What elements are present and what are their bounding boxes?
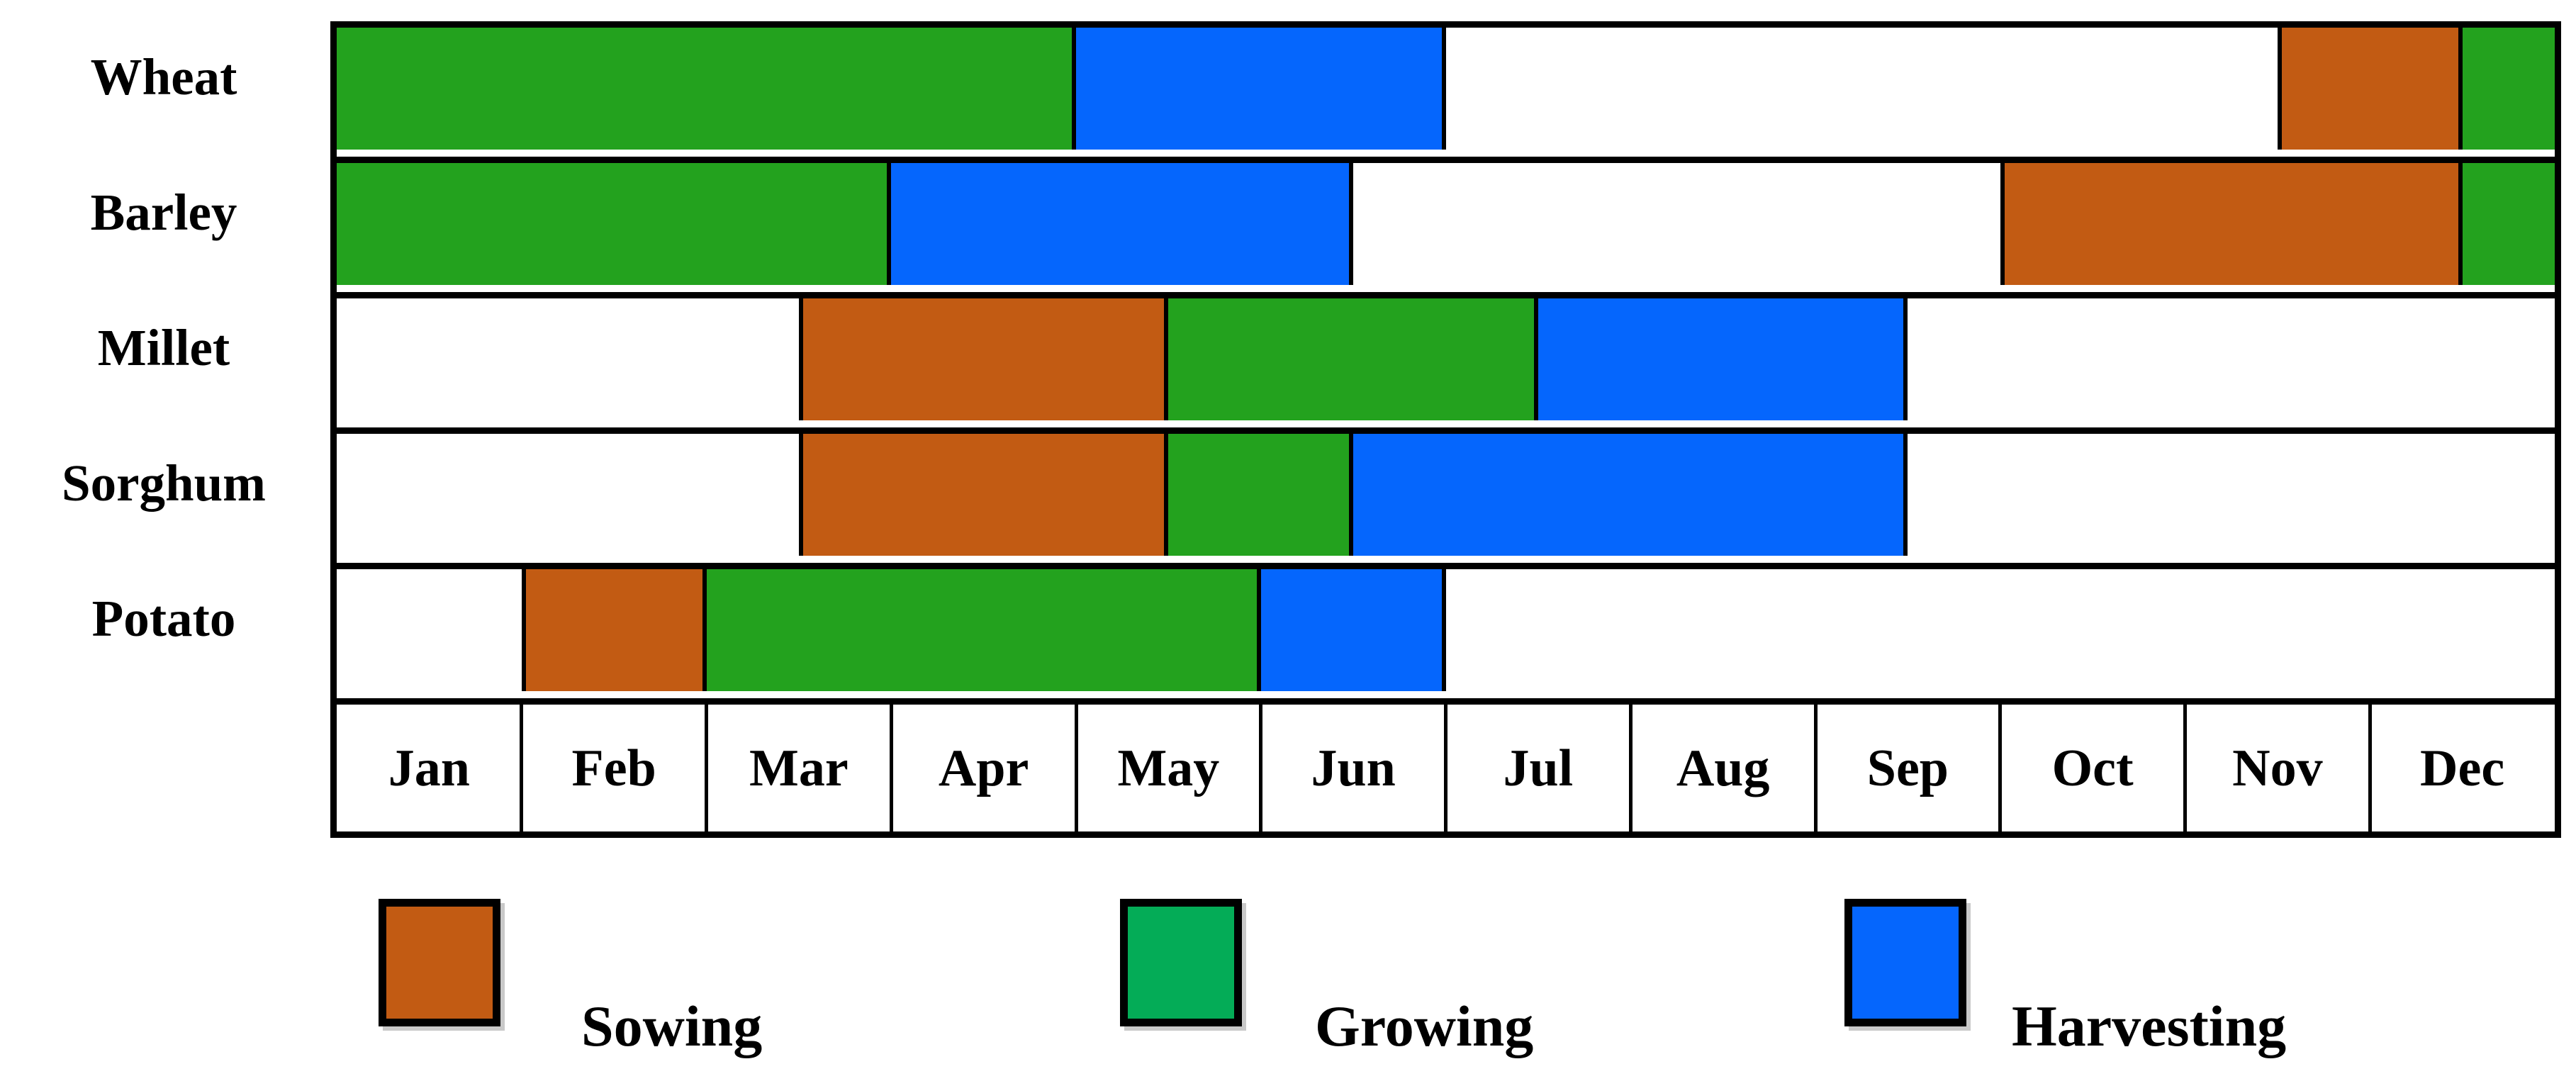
row-separator <box>337 157 2555 163</box>
segment-wheat-sowing <box>2277 28 2463 150</box>
month-separator <box>1259 705 1263 831</box>
month-separator <box>889 705 893 831</box>
segment-sorghum-sowing <box>798 434 1169 556</box>
segment-barley-growing <box>337 163 892 285</box>
row-separator <box>337 698 2555 705</box>
segment-millet-sowing <box>798 298 1169 420</box>
segment-barley-harvesting <box>891 163 1354 285</box>
month-label-jul: Jul <box>1503 739 1574 797</box>
month-separator <box>705 705 708 831</box>
month-separator <box>2368 705 2372 831</box>
month-label-jun: Jun <box>1311 739 1396 797</box>
segment-barley-sowing <box>2000 163 2463 285</box>
month-separator <box>520 705 524 831</box>
legend-swatch-sowing <box>379 899 500 1026</box>
crop-label-millet: Millet <box>97 318 230 376</box>
segment-millet-harvesting <box>1538 298 1908 420</box>
crop-label-wheat: Wheat <box>90 47 237 106</box>
month-label-mar: Mar <box>749 739 849 797</box>
segment-millet-growing <box>1168 298 1538 420</box>
month-label-jan: Jan <box>388 739 470 797</box>
month-label-may: May <box>1117 739 1220 797</box>
segment-wheat-growing <box>337 28 1076 150</box>
segment-wheat-harvesting <box>1076 28 1446 150</box>
legend-label-harvesting: Harvesting <box>2012 994 2287 1058</box>
crop-label-potato: Potato <box>91 589 236 647</box>
month-label-sep: Sep <box>1866 739 1949 797</box>
legend-label-growing: Growing <box>1315 994 1534 1058</box>
row-separator <box>337 427 2555 434</box>
month-separator <box>1074 705 1078 831</box>
row-separator <box>337 292 2555 298</box>
legend-swatch-growing <box>1120 899 1242 1026</box>
crop-label-barley: Barley <box>90 183 237 241</box>
legend-label-sowing: Sowing <box>581 994 763 1058</box>
month-separator <box>1813 705 1818 831</box>
month-separator <box>1998 705 2003 831</box>
month-label-aug: Aug <box>1676 739 1770 797</box>
month-label-feb: Feb <box>571 739 656 797</box>
month-label-dec: Dec <box>2420 739 2505 797</box>
segment-sorghum-harvesting <box>1353 434 1908 556</box>
month-label-apr: Apr <box>938 739 1029 797</box>
segment-potato-growing <box>706 569 1261 691</box>
month-separator <box>1628 705 1633 831</box>
segment-potato-sowing <box>521 569 707 691</box>
legend-swatch-harvesting <box>1844 899 1966 1026</box>
month-separator <box>1444 705 1447 831</box>
month-separator <box>2183 705 2187 831</box>
segment-barley-growing <box>2462 163 2555 285</box>
segment-potato-harvesting <box>1260 569 1446 691</box>
crop-label-sorghum: Sorghum <box>61 454 266 512</box>
segment-sorghum-growing <box>1168 434 1354 556</box>
segment-wheat-growing <box>2462 28 2555 150</box>
month-label-nov: Nov <box>2232 739 2323 797</box>
month-label-oct: Oct <box>2051 739 2134 797</box>
row-separator <box>337 563 2555 569</box>
